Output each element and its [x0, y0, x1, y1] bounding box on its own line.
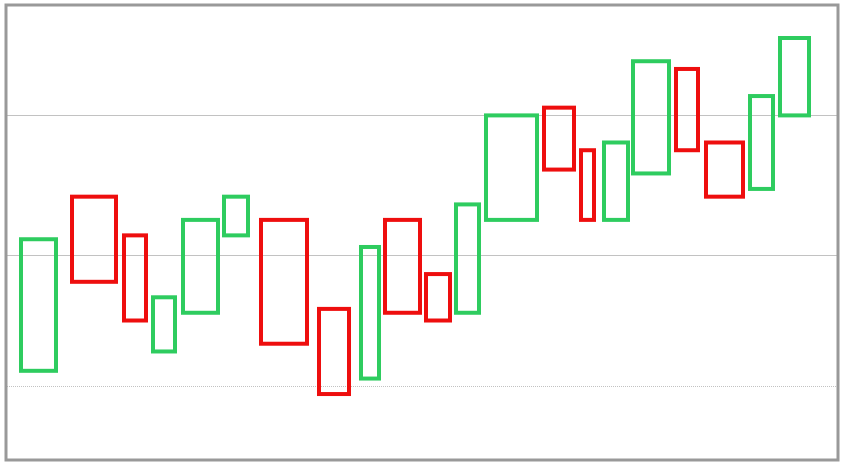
box-18-down — [674, 66, 700, 153]
box-16-up — [602, 140, 630, 222]
box-14-down — [542, 105, 576, 172]
box-7-down — [259, 217, 309, 346]
box-17-up — [631, 59, 671, 176]
box-6-up — [222, 194, 250, 238]
box-10-down — [383, 217, 422, 315]
box-4-up — [151, 295, 177, 354]
box-21-up — [778, 36, 811, 118]
box-13-up — [484, 113, 539, 222]
box-20-up — [748, 94, 775, 191]
box-12-up — [454, 202, 481, 315]
box-11-down — [424, 272, 452, 323]
box-8-down — [317, 306, 351, 397]
plot-frame — [4, 3, 840, 462]
box-1-up — [19, 237, 58, 373]
boxes — [19, 36, 811, 397]
box-19-down — [704, 140, 745, 199]
box-2-down — [70, 194, 118, 284]
box-15-down — [579, 148, 596, 222]
box-5-up — [181, 217, 220, 315]
box-3-down — [122, 233, 148, 323]
box-9-up — [359, 244, 381, 381]
